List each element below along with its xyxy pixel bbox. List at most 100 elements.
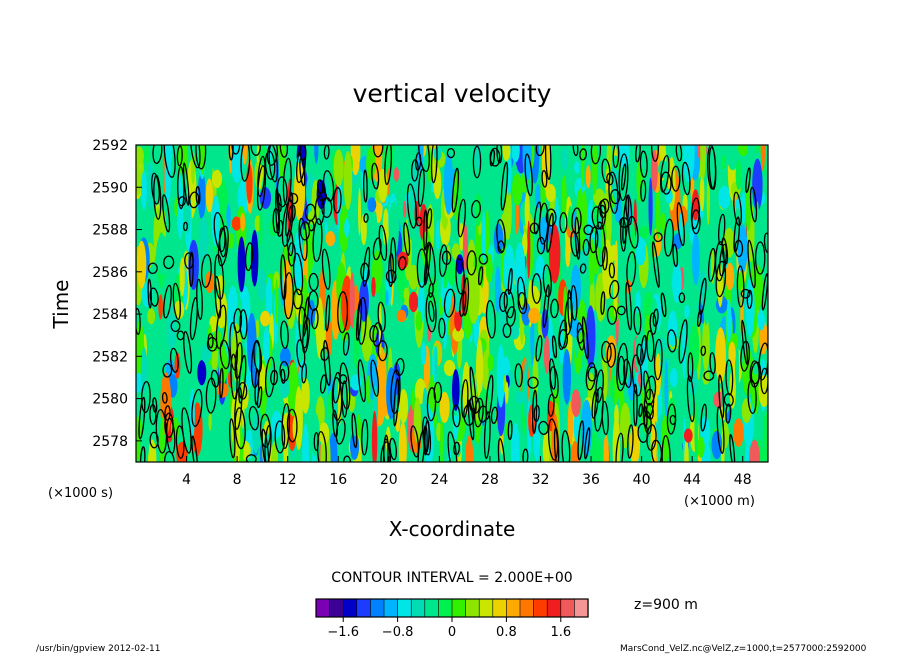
contour-loop <box>686 375 695 423</box>
field-patch <box>694 402 698 459</box>
contour-loop <box>415 152 422 171</box>
field-patch <box>263 327 270 365</box>
contour-loop <box>230 353 238 400</box>
contour-loop <box>595 369 604 404</box>
field-patch <box>398 422 407 462</box>
y-tick-label: 2592 <box>92 138 128 154</box>
contour-loop <box>746 289 753 309</box>
contour-loop <box>544 145 552 181</box>
contour-loop <box>238 381 248 400</box>
field-patch <box>702 316 710 372</box>
field-patch <box>503 244 515 298</box>
field-patch <box>301 377 310 414</box>
field-patch <box>706 174 710 225</box>
field-patch <box>682 322 687 380</box>
colorbar-segment <box>519 598 535 618</box>
contour-loop <box>496 218 506 253</box>
field-patch <box>174 197 178 217</box>
y-tick-label: 2584 <box>92 307 128 323</box>
contour-loop <box>147 278 152 309</box>
field-patch <box>385 290 389 306</box>
contour-loop <box>616 342 629 392</box>
contour-loop <box>207 333 214 349</box>
contour-loop <box>502 323 512 338</box>
contour-loop <box>191 435 199 462</box>
contour-loop <box>438 244 448 277</box>
field-patch <box>665 189 673 204</box>
field-patch <box>327 390 333 421</box>
field-patch <box>467 266 480 324</box>
contour-loop <box>239 309 248 340</box>
field-patch <box>644 314 651 341</box>
x-tick-label: 16 <box>329 472 347 488</box>
x-tick-label: 40 <box>633 472 651 488</box>
contour-loop <box>177 166 185 210</box>
contour-loop <box>191 388 203 427</box>
contour-loop <box>651 241 660 288</box>
contour-loop <box>506 306 516 327</box>
contour-loop <box>312 218 323 263</box>
contour-loop <box>380 441 392 462</box>
contour-loop <box>304 203 316 222</box>
contour-loop <box>707 247 716 282</box>
field-patch <box>393 167 400 182</box>
field-patch <box>420 342 427 365</box>
contour-loop <box>749 186 758 223</box>
field-patch <box>318 422 330 445</box>
field-patch <box>648 177 653 236</box>
field-patch <box>302 423 309 462</box>
contour-loop <box>333 187 342 214</box>
contour-loop <box>660 292 667 318</box>
field-patch <box>509 325 520 340</box>
field-patch <box>265 276 273 318</box>
contour-loop <box>601 158 611 184</box>
contour-loop <box>571 207 582 235</box>
contour-loop <box>417 168 425 208</box>
field-patch <box>398 388 409 424</box>
contour-loop <box>398 256 407 271</box>
field-patch <box>333 344 339 357</box>
field-patch <box>349 272 355 329</box>
field-patch <box>660 212 666 235</box>
contour-loop <box>567 289 573 330</box>
contour-loop <box>594 386 604 432</box>
x-tick-label: 24 <box>430 472 448 488</box>
field-patch <box>453 415 459 440</box>
contour-loop <box>149 287 159 307</box>
field-patch <box>651 297 658 345</box>
contour-loop <box>524 153 533 197</box>
field-patch <box>447 259 457 286</box>
contour-loop <box>499 291 508 313</box>
field-patch <box>378 168 388 203</box>
field-patch <box>487 354 494 371</box>
field-patch <box>140 346 148 394</box>
contour-loop <box>736 265 745 308</box>
contour-loop <box>261 428 270 462</box>
contour-loop <box>478 266 484 286</box>
contour-loop <box>625 281 633 331</box>
field-patch <box>436 422 442 442</box>
field-patch <box>571 389 581 418</box>
contour-loop <box>141 381 151 414</box>
contour-loop <box>678 319 688 364</box>
velocity-field <box>136 145 768 462</box>
field-patch <box>462 361 471 415</box>
contour-loop <box>483 411 491 459</box>
contour-loop <box>393 377 400 427</box>
field-patch <box>745 182 752 232</box>
colorbar-segment <box>342 598 358 618</box>
contour-loop <box>517 291 528 315</box>
contour-loop <box>331 376 343 421</box>
field-patch <box>136 146 144 166</box>
contour-loop <box>292 288 303 310</box>
contour-loop <box>638 403 643 418</box>
contour-loop <box>661 434 671 462</box>
contour-loop <box>545 208 557 227</box>
contour-loop <box>250 339 261 389</box>
contour-loop <box>316 430 327 462</box>
contour-loop <box>138 396 146 440</box>
contour-loop <box>250 145 261 156</box>
field-patch <box>343 151 353 210</box>
contour-loop <box>320 347 330 362</box>
